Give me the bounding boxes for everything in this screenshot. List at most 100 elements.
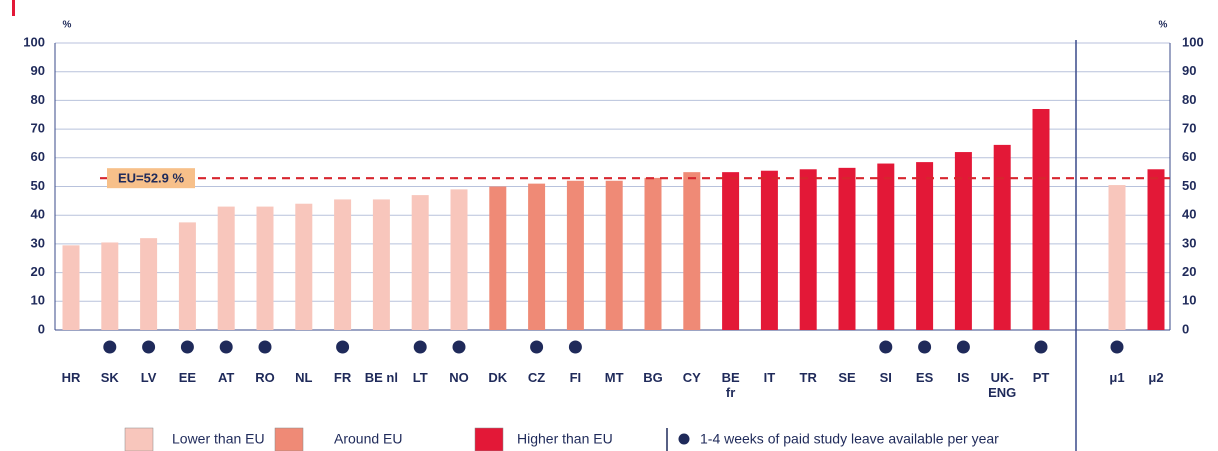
x-tick-label: PT bbox=[1032, 370, 1050, 385]
y2-tick-label: 50 bbox=[1182, 178, 1196, 193]
bar bbox=[372, 199, 390, 330]
bar bbox=[877, 163, 895, 330]
bar bbox=[722, 172, 740, 330]
y-tick-label: 60 bbox=[31, 149, 45, 164]
reference-box bbox=[107, 168, 195, 189]
bar bbox=[566, 180, 584, 330]
y2-tick-label: 20 bbox=[1182, 264, 1196, 279]
marker-dot bbox=[336, 340, 350, 354]
x-tick-label: MT bbox=[604, 370, 624, 385]
y2-tick-label: 60 bbox=[1182, 149, 1196, 164]
x-tick-label: IT bbox=[763, 370, 776, 385]
x-tick-label: FI bbox=[569, 370, 582, 385]
bar bbox=[993, 144, 1011, 330]
y2-tick-label: 70 bbox=[1182, 121, 1196, 136]
x-tick-label: FR bbox=[333, 370, 352, 385]
bar bbox=[760, 170, 778, 330]
legend-label: 1-4 weeks of paid study leave available … bbox=[700, 431, 999, 447]
y-tick-label: 80 bbox=[31, 92, 45, 107]
bar bbox=[838, 167, 856, 330]
bar bbox=[256, 206, 274, 330]
marker-dot bbox=[180, 340, 194, 354]
y2-tick-label: 80 bbox=[1182, 92, 1196, 107]
y-tick-label: 40 bbox=[31, 207, 45, 222]
x-tick-label: EE bbox=[178, 370, 197, 385]
x-tick-label: UK- ENG bbox=[988, 370, 1017, 400]
y-tick-label: 20 bbox=[31, 264, 45, 279]
legend-label: Lower than EU bbox=[172, 431, 265, 447]
legend-swatch bbox=[274, 427, 304, 451]
bar bbox=[411, 195, 429, 330]
bar bbox=[644, 177, 662, 330]
y-tick-label: 90 bbox=[31, 63, 45, 78]
marker-dot bbox=[1034, 340, 1048, 354]
y2-tick-label: 40 bbox=[1182, 207, 1196, 222]
bar bbox=[101, 242, 119, 330]
legend-swatch bbox=[474, 427, 504, 451]
bar bbox=[140, 238, 158, 330]
x-tick-label: AT bbox=[218, 370, 235, 385]
bar bbox=[799, 169, 817, 330]
y2-tick-label: 90 bbox=[1182, 63, 1196, 78]
bar bbox=[334, 199, 352, 330]
y2-tick-label: 30 bbox=[1182, 235, 1196, 250]
y-tick-label: 0 bbox=[38, 321, 45, 336]
bar bbox=[528, 183, 546, 330]
x-tick-label: SI bbox=[879, 370, 892, 385]
x-tick-label: BE nl bbox=[364, 370, 398, 385]
y2-tick-label: 100 bbox=[1182, 34, 1204, 49]
bar bbox=[489, 186, 507, 330]
x-tick-label: CY bbox=[682, 370, 701, 385]
marker-dot bbox=[918, 340, 932, 354]
marker-dot bbox=[142, 340, 156, 354]
x-tick-label: BG bbox=[643, 370, 663, 385]
x-tick-label: μ1 bbox=[1109, 370, 1125, 385]
y-tick-label: 50 bbox=[31, 178, 45, 193]
x-tick-label: BE fr bbox=[721, 370, 740, 400]
x-tick-label: LT bbox=[412, 370, 428, 385]
y-unit: % bbox=[63, 20, 72, 31]
x-tick-label: ES bbox=[915, 370, 934, 385]
marker-dot bbox=[258, 340, 272, 354]
y-tick-label: 10 bbox=[31, 293, 45, 308]
bar bbox=[217, 206, 235, 330]
x-tick-label: NO bbox=[449, 370, 469, 385]
marker-dot bbox=[219, 340, 233, 354]
marker-dot bbox=[956, 340, 970, 354]
x-tick-label: NL bbox=[295, 370, 313, 385]
accent bbox=[12, 0, 15, 16]
marker-dot bbox=[568, 340, 582, 354]
y2-tick-label: 10 bbox=[1182, 293, 1196, 308]
bar bbox=[295, 203, 313, 330]
bar bbox=[1147, 169, 1165, 330]
legend-swatch bbox=[124, 427, 154, 451]
y-tick-label: 100 bbox=[23, 34, 45, 49]
x-tick-label: DK bbox=[488, 370, 508, 385]
x-tick-label: SK bbox=[100, 370, 119, 385]
x-tick-label: LV bbox=[140, 370, 157, 385]
y2-tick-label: 0 bbox=[1182, 321, 1189, 336]
x-tick-label: RO bbox=[255, 370, 275, 385]
y2-unit: % bbox=[1159, 20, 1168, 31]
reference-label: EU=52.9 % bbox=[118, 171, 185, 186]
marker-dot bbox=[530, 340, 544, 354]
marker-dot bbox=[452, 340, 466, 354]
x-tick-label: SE bbox=[838, 370, 856, 385]
x-tick-label: μ2 bbox=[1148, 370, 1164, 385]
x-tick-label: IS bbox=[957, 370, 970, 385]
bar bbox=[1032, 109, 1050, 330]
bar bbox=[62, 245, 80, 330]
bar bbox=[605, 180, 623, 330]
marker-dot bbox=[413, 340, 427, 354]
x-tick-label: HR bbox=[61, 370, 81, 385]
legend-dot bbox=[678, 433, 690, 445]
y-tick-label: 70 bbox=[31, 121, 45, 136]
bar bbox=[954, 152, 972, 330]
legend-label: Higher than EU bbox=[517, 431, 613, 447]
bar bbox=[1108, 185, 1126, 330]
x-tick-label: TR bbox=[799, 370, 817, 385]
bar bbox=[178, 222, 196, 330]
bar bbox=[916, 162, 934, 330]
